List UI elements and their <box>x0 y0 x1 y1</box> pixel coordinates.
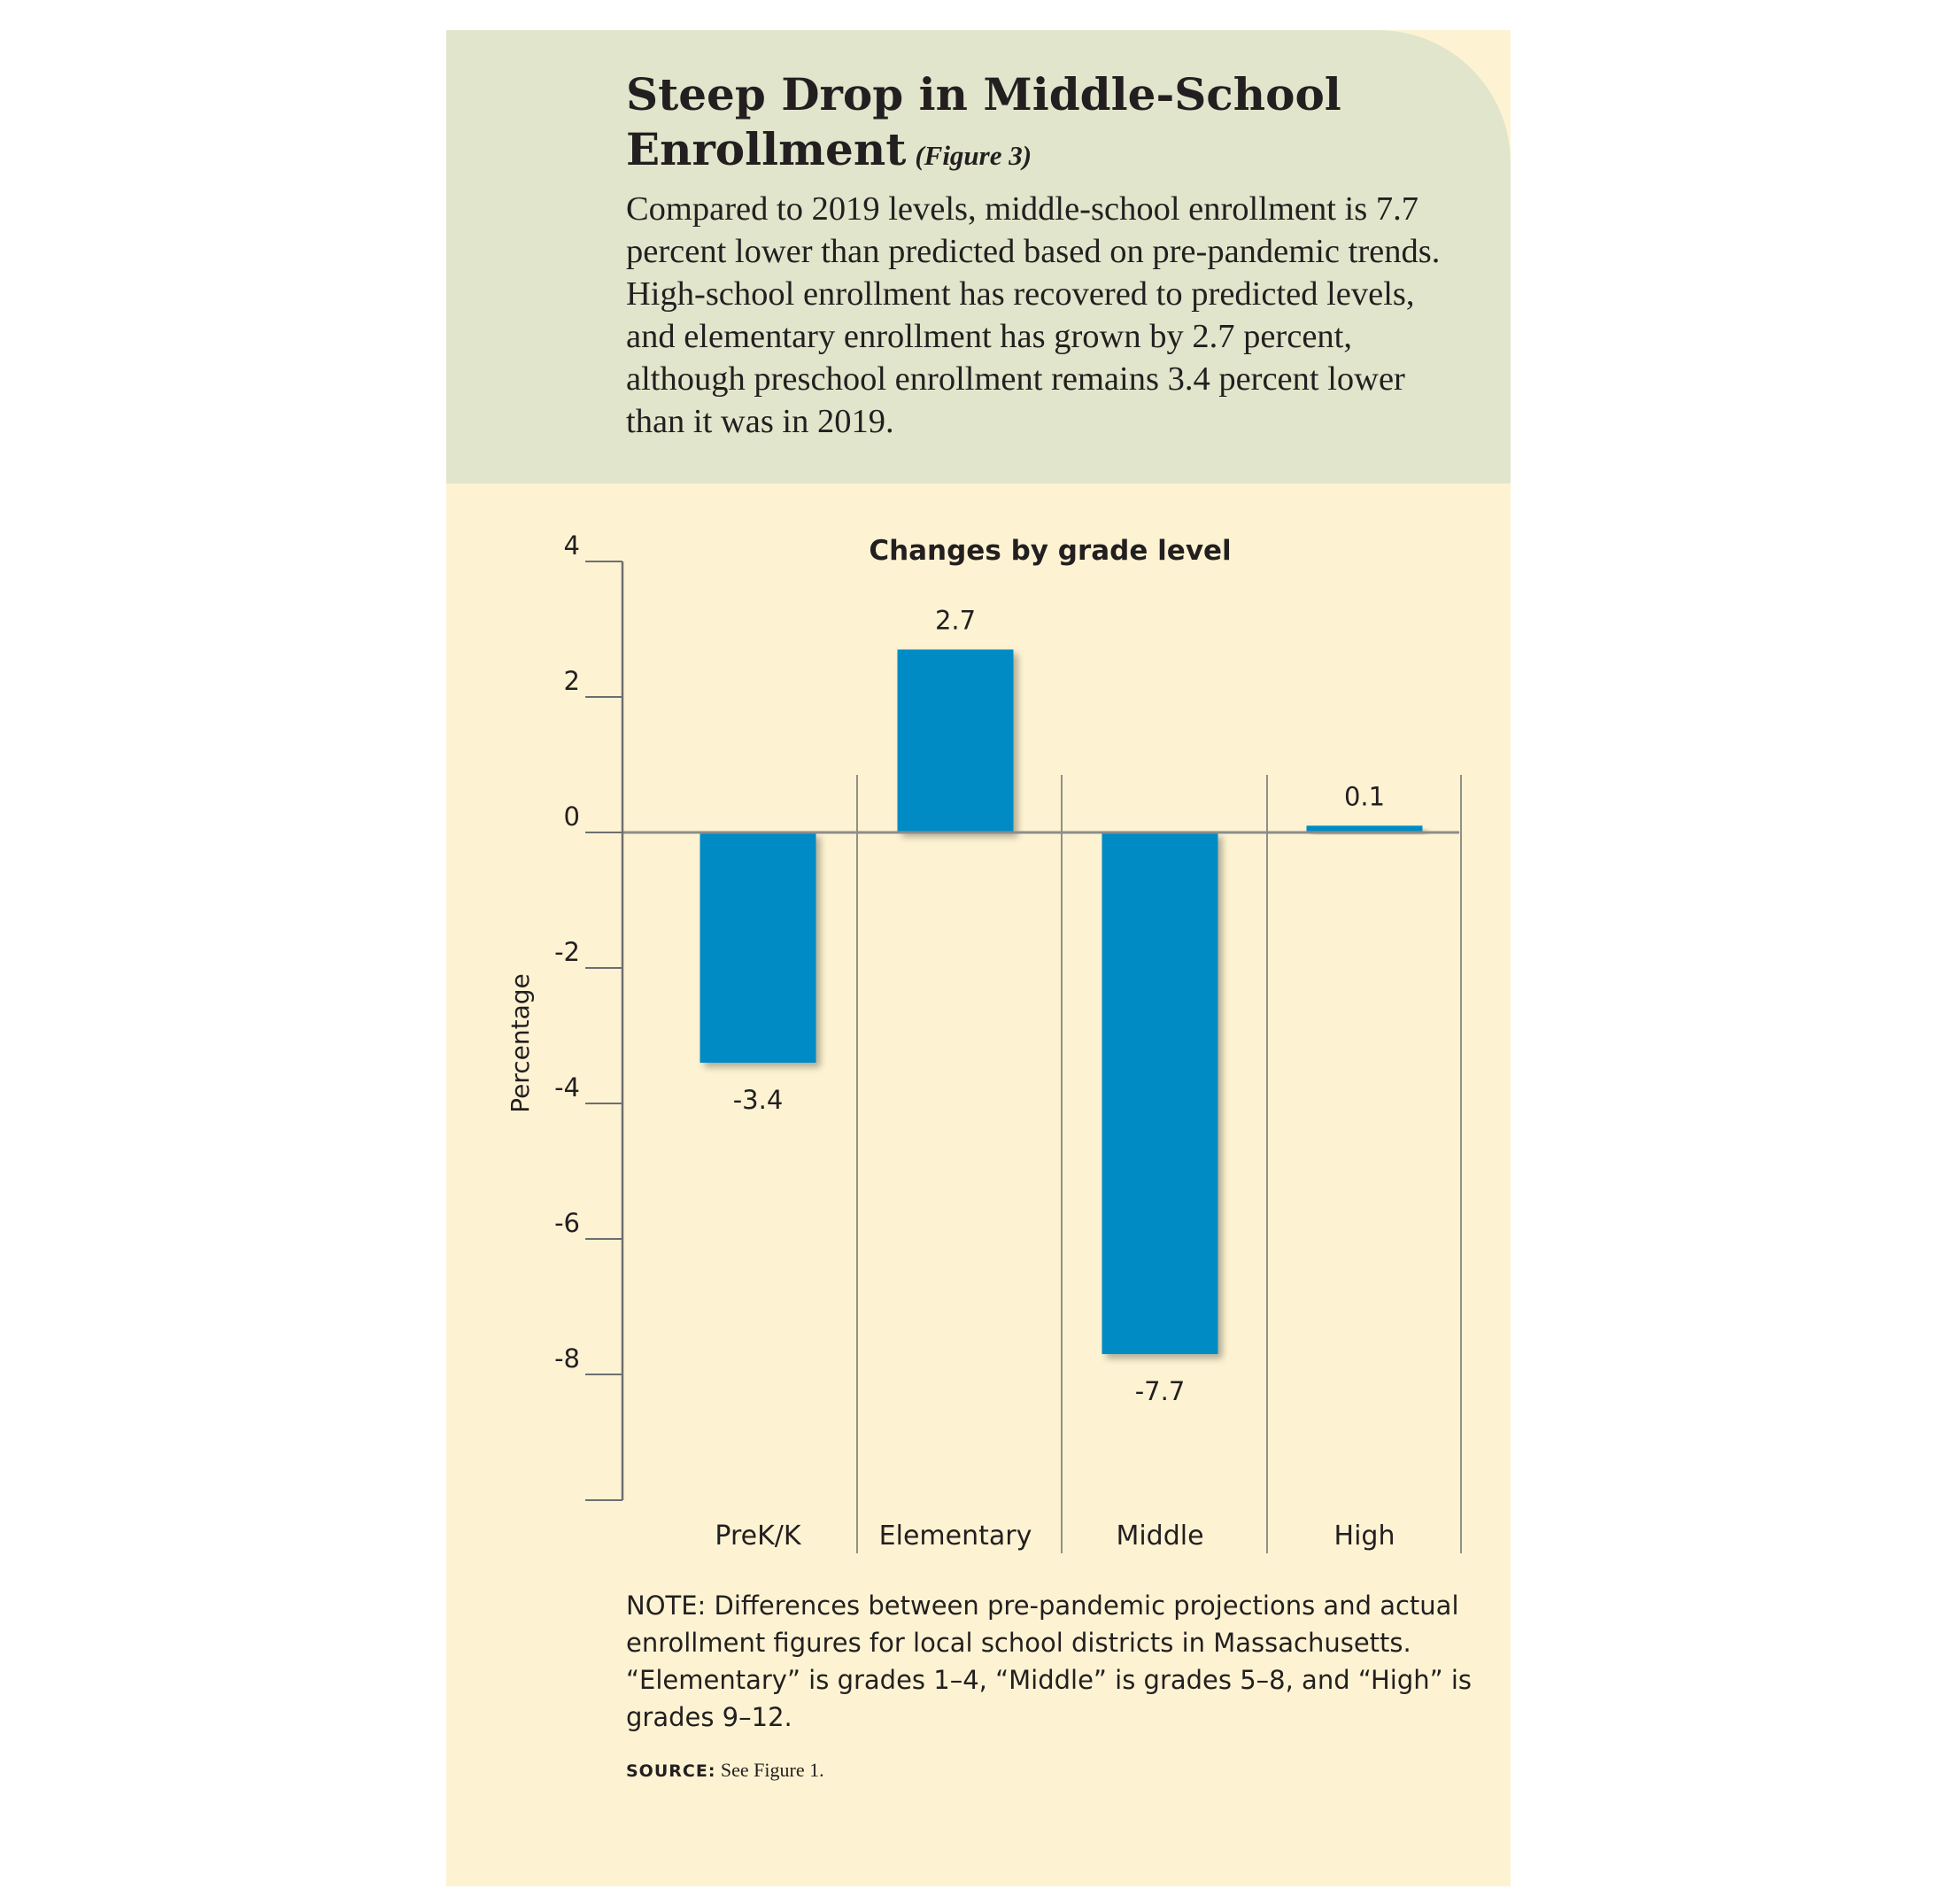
bars <box>700 649 1423 1355</box>
chart-source: SOURCE: See Figure 1. <box>626 1759 1423 1782</box>
category-label: PreK/K <box>715 1521 801 1552</box>
bar-value-label: 0.1 <box>1344 781 1385 811</box>
y-tick-label: -8 <box>554 1343 580 1374</box>
y-tick-label: -4 <box>554 1072 580 1103</box>
category-label: Elementary <box>879 1521 1032 1552</box>
y-tick-label: -6 <box>554 1208 580 1238</box>
bar-high <box>1306 825 1423 832</box>
source-label: SOURCE: <box>626 1761 716 1781</box>
figure-description: Compared to 2019 levels, middle-school e… <box>626 190 1441 440</box>
y-axis-label: Percentage <box>506 973 535 1113</box>
bar-prek-k <box>700 832 816 1064</box>
figure-card: Steep Drop in Middle-School Enrollment (F… <box>446 30 1511 1886</box>
bar-middle <box>1102 832 1218 1355</box>
y-tick-label: -2 <box>554 937 580 967</box>
y-tick-label: 4 <box>564 530 580 561</box>
chart-title: Changes by grade level <box>869 535 1231 567</box>
source-text: See Figure 1. <box>720 1759 824 1781</box>
y-tick-label: 2 <box>564 666 580 696</box>
category-label: High <box>1334 1521 1395 1552</box>
category-separators <box>856 775 1462 1553</box>
chart-note: NOTE: Differences between pre-pandemic p… <box>626 1591 1473 1732</box>
figure-number: (Figure 3) <box>915 140 1032 171</box>
category-label: Middle <box>1116 1521 1203 1552</box>
y-tick-label: 0 <box>564 801 580 832</box>
figure-title-text: Steep Drop in Middle-School Enrollment <box>626 68 1341 175</box>
bar-elementary <box>897 649 1014 832</box>
figure-title: Steep Drop in Middle-School Enrollment (F… <box>626 67 1423 183</box>
figure-header: Steep Drop in Middle-School Enrollment (F… <box>446 30 1511 484</box>
bar-value-label: -3.4 <box>733 1085 784 1115</box>
y-axis-ticks: 4 2 0 -2 -4 -6 -8 <box>554 530 622 1501</box>
bar-value-label: 2.7 <box>935 605 976 635</box>
category-labels: PreK/K Elementary Middle High <box>715 1521 1395 1552</box>
bar-value-label: -7.7 <box>1135 1376 1186 1406</box>
data-labels: -3.4 2.7 -7.7 0.1 <box>733 605 1385 1406</box>
